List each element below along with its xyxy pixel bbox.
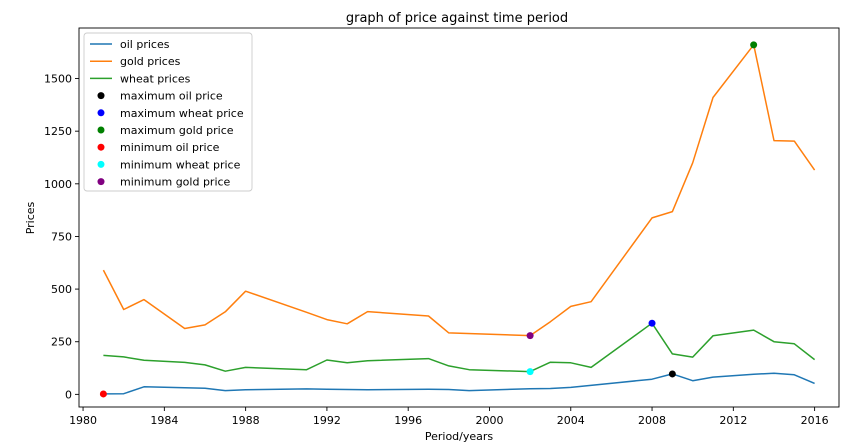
legend-dot-swatch xyxy=(97,92,105,100)
y-tick-label: 500 xyxy=(51,283,72,296)
legend-box xyxy=(83,32,253,192)
legend-dot-swatch xyxy=(97,126,105,134)
y-tick-label: 1000 xyxy=(44,178,72,191)
legend-label: minimum oil price xyxy=(120,141,220,154)
y-axis: 0 250 500 750 1000 1250 1500 xyxy=(44,73,79,401)
marker-minimum-wheat-price xyxy=(526,368,534,376)
y-tick-label: 1500 xyxy=(44,73,72,86)
x-axis-title: Period/years xyxy=(425,430,494,443)
legend-dot-swatch xyxy=(97,160,105,168)
x-tick-label: 2012 xyxy=(719,414,747,427)
x-tick-label: 1992 xyxy=(313,414,341,427)
y-tick-label: 250 xyxy=(51,336,72,349)
x-tick-label: 2004 xyxy=(557,414,585,427)
marker-points xyxy=(99,41,758,398)
marker-maximum-gold-price xyxy=(750,41,758,49)
y-tick-label: 0 xyxy=(65,388,72,401)
plot-frame xyxy=(78,27,840,408)
marker-maximum-wheat-price xyxy=(648,319,656,327)
legend-entries: oil prices gold prices wheat prices maximum… xyxy=(90,38,244,189)
x-tick-label: 2008 xyxy=(638,414,666,427)
legend-label: maximum wheat price xyxy=(120,107,244,120)
y-tick-label: 750 xyxy=(51,230,72,243)
marker-minimum-oil-price xyxy=(99,390,107,398)
legend-label: minimum gold price xyxy=(120,176,231,189)
legend: oil prices gold prices wheat prices maximum… xyxy=(83,32,253,192)
marker-minimum-gold-price xyxy=(526,332,534,340)
marker-maximum-oil-price xyxy=(668,370,676,378)
legend-dot-swatch xyxy=(97,143,105,151)
legend-label: maximum oil price xyxy=(120,90,223,103)
legend-label: oil prices xyxy=(120,38,170,51)
x-tick-label: 1980 xyxy=(69,414,97,427)
y-axis-title: Prices xyxy=(24,201,37,234)
x-tick-label: 1988 xyxy=(232,414,260,427)
x-axis: 1980 1984 1988 1992 1996 2000 2004 2008 2012 2016 xyxy=(69,407,829,427)
series-line-gold-prices xyxy=(102,44,816,337)
x-tick-label: 2000 xyxy=(475,414,503,427)
legend-label: wheat prices xyxy=(120,72,191,85)
legend-label: minimum wheat price xyxy=(120,158,241,171)
x-tick-label: 2016 xyxy=(801,414,829,427)
legend-label: gold prices xyxy=(120,55,181,68)
legend-label: maximum gold price xyxy=(120,124,234,137)
legend-dot-swatch xyxy=(97,109,105,117)
series-line-wheat-prices xyxy=(103,322,816,373)
y-tick-label: 1250 xyxy=(44,125,72,138)
series-line-oil-prices xyxy=(103,372,815,395)
series-lines xyxy=(102,44,816,395)
chart-title: graph of price against time period xyxy=(346,11,568,26)
legend-dot-swatch xyxy=(97,178,105,186)
x-tick-label: 1996 xyxy=(394,414,422,427)
x-tick-label: 1984 xyxy=(150,414,178,427)
